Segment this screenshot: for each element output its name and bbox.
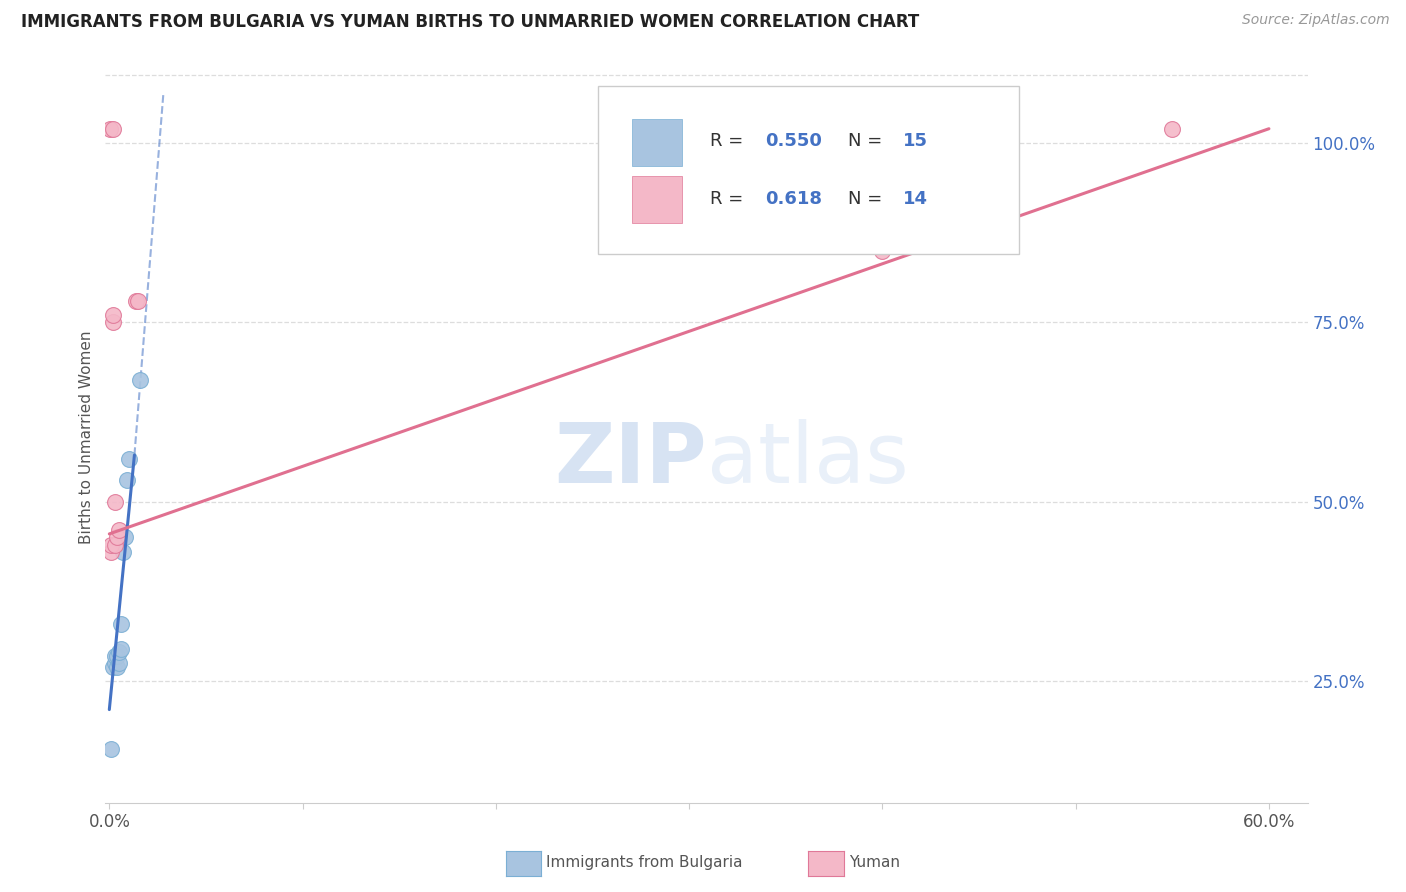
Text: R =: R = bbox=[710, 190, 755, 209]
Point bbox=[104, 494, 127, 508]
FancyBboxPatch shape bbox=[631, 119, 682, 167]
Point bbox=[108, 524, 131, 538]
Text: IMMIGRANTS FROM BULGARIA VS YUMAN BIRTHS TO UNMARRIED WOMEN CORRELATION CHART: IMMIGRANTS FROM BULGARIA VS YUMAN BIRTHS… bbox=[21, 13, 920, 31]
Text: ZIP: ZIP bbox=[554, 418, 707, 500]
Point bbox=[101, 121, 124, 136]
Point bbox=[104, 648, 127, 663]
Text: Yuman: Yuman bbox=[849, 855, 900, 870]
Point bbox=[117, 451, 139, 466]
Point bbox=[105, 648, 128, 663]
Text: N =: N = bbox=[848, 190, 889, 209]
Point bbox=[127, 293, 149, 308]
Point bbox=[111, 545, 134, 559]
Text: 0.618: 0.618 bbox=[765, 190, 823, 209]
FancyBboxPatch shape bbox=[631, 176, 682, 224]
Point bbox=[101, 659, 124, 673]
Point bbox=[100, 545, 122, 559]
Point bbox=[105, 659, 128, 673]
Point bbox=[108, 656, 131, 670]
Point bbox=[872, 244, 894, 258]
Y-axis label: Births to Unmarried Women: Births to Unmarried Women bbox=[79, 330, 94, 544]
Point bbox=[104, 656, 127, 670]
Text: N =: N = bbox=[848, 132, 889, 150]
Point bbox=[1161, 121, 1184, 136]
Point bbox=[114, 531, 136, 545]
Point bbox=[104, 538, 127, 552]
Point bbox=[101, 308, 124, 322]
Point bbox=[110, 616, 132, 631]
Text: atlas: atlas bbox=[707, 418, 908, 500]
Text: 15: 15 bbox=[903, 132, 928, 150]
Point bbox=[110, 641, 132, 656]
Point bbox=[115, 473, 138, 487]
Point bbox=[98, 121, 121, 136]
FancyBboxPatch shape bbox=[599, 86, 1019, 254]
Point bbox=[100, 538, 122, 552]
Text: Source: ZipAtlas.com: Source: ZipAtlas.com bbox=[1241, 13, 1389, 28]
Point bbox=[105, 531, 128, 545]
Point bbox=[100, 742, 122, 756]
Point bbox=[125, 293, 148, 308]
Text: 0.550: 0.550 bbox=[765, 132, 823, 150]
Point bbox=[108, 645, 131, 659]
Point bbox=[101, 315, 124, 329]
Text: 14: 14 bbox=[903, 190, 928, 209]
Text: R =: R = bbox=[710, 132, 749, 150]
Point bbox=[129, 373, 152, 387]
Text: Immigrants from Bulgaria: Immigrants from Bulgaria bbox=[546, 855, 742, 870]
